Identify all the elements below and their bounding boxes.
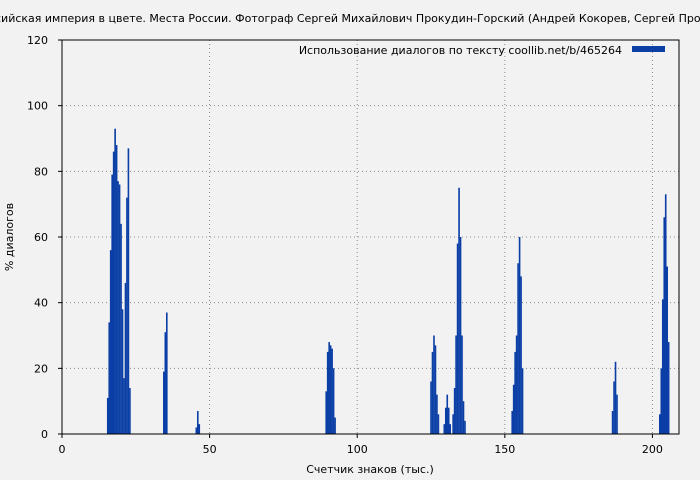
bar xyxy=(326,351,329,434)
bar xyxy=(126,197,128,434)
y-tick-label: 80 xyxy=(34,165,48,178)
bar xyxy=(127,148,130,434)
bar xyxy=(121,309,124,434)
x-tick-label: 100 xyxy=(347,443,368,456)
y-axis-label: % диалогов xyxy=(3,203,16,271)
bar xyxy=(521,368,524,434)
bar xyxy=(446,394,449,434)
bar xyxy=(109,250,112,434)
bar xyxy=(332,368,335,434)
bar xyxy=(447,407,450,434)
x-axis-ticks: 0 50 100 150 200 xyxy=(59,434,663,456)
bar xyxy=(195,427,198,434)
y-axis-ticks: 0 20 40 60 80 100 120 xyxy=(27,34,62,441)
y-tick-label: 60 xyxy=(34,231,48,244)
bar xyxy=(120,223,122,434)
bar xyxy=(196,411,199,434)
x-tick-label: 50 xyxy=(203,443,217,456)
data-bars xyxy=(106,128,670,435)
legend: Использование диалогов по тексту coollib… xyxy=(299,44,665,57)
bar xyxy=(512,384,515,434)
bar xyxy=(453,388,456,434)
bar xyxy=(658,414,661,434)
bar xyxy=(124,282,127,434)
x-tick-label: 200 xyxy=(642,443,663,456)
bar xyxy=(455,335,457,434)
bar xyxy=(430,381,432,434)
bar xyxy=(431,351,434,434)
bar xyxy=(511,411,514,434)
y-tick-label: 120 xyxy=(27,34,48,47)
bar xyxy=(661,299,664,434)
bar xyxy=(334,417,336,434)
legend-swatch xyxy=(632,46,665,52)
bar xyxy=(664,194,667,434)
grid-lines xyxy=(62,40,679,434)
bar xyxy=(611,411,614,434)
bar xyxy=(517,263,519,434)
bar xyxy=(616,394,618,434)
bar xyxy=(667,342,670,434)
bar xyxy=(325,391,328,434)
bar xyxy=(114,128,116,434)
bar xyxy=(115,145,118,435)
bar xyxy=(660,368,663,434)
bar xyxy=(106,397,109,434)
bar xyxy=(118,184,121,434)
bar xyxy=(452,414,454,434)
y-tick-label: 100 xyxy=(27,100,48,113)
bar xyxy=(111,174,113,434)
bar xyxy=(515,335,518,434)
bar xyxy=(518,237,521,434)
bar xyxy=(520,276,522,434)
bar xyxy=(663,217,666,434)
x-axis-label: Счетчик знаков (тыс.) xyxy=(306,463,434,476)
bar xyxy=(514,351,516,434)
bar xyxy=(613,381,615,434)
bar xyxy=(456,243,459,434)
bar xyxy=(437,414,440,434)
bar xyxy=(129,388,131,434)
bar xyxy=(123,378,125,434)
bar xyxy=(163,371,165,434)
bar xyxy=(331,348,333,434)
y-tick-label: 40 xyxy=(34,297,48,310)
x-tick-label: 0 xyxy=(59,443,66,456)
bar xyxy=(108,322,111,434)
bar xyxy=(328,342,330,434)
bar xyxy=(462,401,465,434)
bar xyxy=(459,237,462,434)
bar xyxy=(165,312,168,434)
bar xyxy=(164,332,167,434)
bar xyxy=(444,407,447,434)
y-tick-label: 0 xyxy=(41,428,48,441)
bar xyxy=(433,335,435,434)
x-tick-label: 150 xyxy=(494,443,515,456)
bar xyxy=(434,345,437,434)
bar xyxy=(614,361,617,434)
bar xyxy=(112,151,115,434)
bar xyxy=(461,335,463,434)
bar xyxy=(458,187,460,434)
bar xyxy=(329,345,332,434)
bar xyxy=(449,424,452,434)
bar xyxy=(117,181,119,434)
bar xyxy=(198,424,201,434)
y-tick-label: 20 xyxy=(34,362,48,375)
bar xyxy=(464,420,466,434)
bar xyxy=(436,394,438,434)
bar xyxy=(443,424,446,434)
bar xyxy=(666,266,669,434)
chart-title: сийская империя в цвете. Места России. Ф… xyxy=(0,12,700,25)
legend-label: Использование диалогов по тексту coollib… xyxy=(299,44,622,57)
